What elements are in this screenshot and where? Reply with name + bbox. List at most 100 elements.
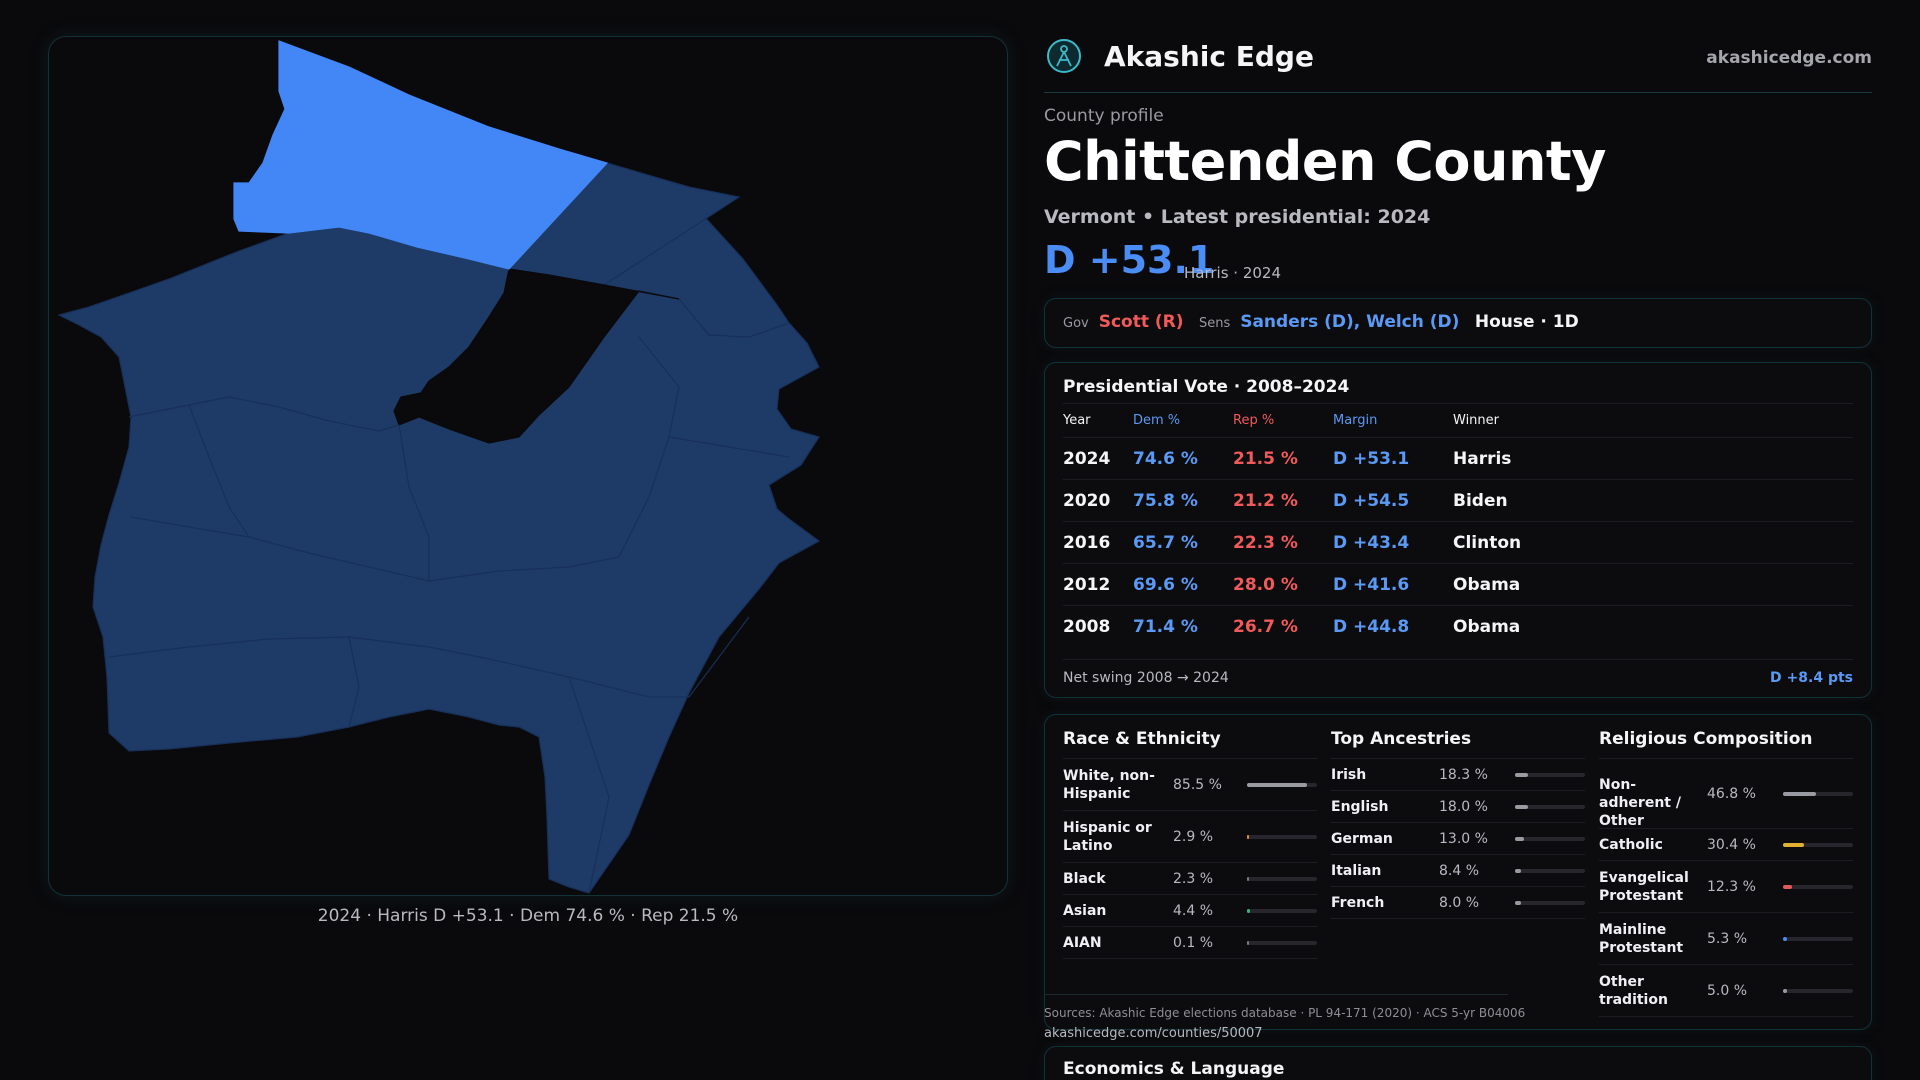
officials-card: Gov Scott (R) Sens Sanders (D), Welch (D) … xyxy=(1044,298,1872,348)
cell-year: 2020 xyxy=(1063,491,1111,511)
demographic-row: Evangelical Protestant 12.3 % xyxy=(1599,861,1853,913)
col-header-winner: Winner xyxy=(1453,413,1500,428)
col-header-year: Year xyxy=(1063,413,1091,428)
col-header-margin: Margin xyxy=(1333,413,1378,428)
cell-winner: Obama xyxy=(1453,617,1521,637)
cell-margin: D +43.4 xyxy=(1333,533,1410,553)
town-border-7 xyxy=(668,436,790,458)
gov-label: Gov xyxy=(1063,316,1089,331)
demographic-bar xyxy=(1247,941,1317,945)
net-swing-value: D +8.4 pts xyxy=(1770,670,1853,686)
town-border-2 xyxy=(130,516,620,582)
governor: Scott (R) xyxy=(1098,312,1184,332)
town-border-4 xyxy=(188,404,250,538)
sources-divider xyxy=(1044,994,1508,995)
demographic-bar-fill xyxy=(1247,909,1251,913)
demographic-value: 2.9 % xyxy=(1173,829,1214,845)
profile-label: County profile xyxy=(1044,106,1164,126)
officials-row: Gov Scott (R) Sens Sanders (D), Welch (D) … xyxy=(1063,312,1589,332)
religion-title: Religious Composition xyxy=(1599,729,1853,759)
demographic-row: Asian 4.4 % xyxy=(1063,895,1317,927)
demographic-label: Asian xyxy=(1063,903,1107,919)
house-delegation: House · 1D xyxy=(1474,312,1579,332)
table-row: 2012 69.6 % 28.0 % D +41.6 Obama xyxy=(1063,563,1853,605)
demographic-bar xyxy=(1783,843,1853,847)
net-swing-row: Net swing 2008 → 2024 D +8.4 pts xyxy=(1063,659,1853,689)
brand-header: Akashic Edge akashicedge.com xyxy=(1044,36,1872,76)
demographic-bar-fill xyxy=(1783,885,1792,889)
table-row: 2020 75.8 % 21.2 % D +54.5 Biden xyxy=(1063,479,1853,521)
town-highlighted[interactable] xyxy=(233,40,609,270)
map-caption: 2024 · Harris D +53.1 · Dem 74.6 % · Rep… xyxy=(317,906,739,926)
demographic-value: 46.8 % xyxy=(1707,786,1756,802)
cell-year: 2016 xyxy=(1063,533,1111,553)
table-header-row: Year Dem % Rep % Margin Winner xyxy=(1063,403,1853,437)
demographic-row: Irish 18.3 % xyxy=(1331,759,1585,791)
akashic-edge-logo-icon xyxy=(1047,39,1081,73)
demographic-bar-fill xyxy=(1515,837,1525,841)
economics-title: Economics & Language xyxy=(1063,1059,1285,1079)
senators: Sanders (D), Welch (D) xyxy=(1240,312,1460,332)
cell-margin: D +44.8 xyxy=(1333,617,1410,637)
brand-site-link[interactable]: akashicedge.com xyxy=(1706,48,1872,68)
demographic-row: Hispanic or Latino 2.9 % xyxy=(1063,811,1317,863)
demographic-label: Evangelical Protestant xyxy=(1599,870,1689,904)
demographic-bar-fill xyxy=(1515,773,1528,777)
cell-year: 2024 xyxy=(1063,449,1111,469)
cell-margin: D +41.6 xyxy=(1333,575,1410,595)
demographic-label: Mainline Protestant xyxy=(1599,922,1684,956)
cell-winner: Biden xyxy=(1453,491,1508,511)
race-title: Race & Ethnicity xyxy=(1063,729,1317,759)
cell-dem: 74.6 % xyxy=(1133,449,1198,469)
demographic-bar-fill xyxy=(1783,843,1805,847)
demographic-bar-fill xyxy=(1247,783,1307,787)
demographic-label: White, non-Hispanic xyxy=(1063,768,1155,802)
demographic-bar-fill xyxy=(1783,937,1787,941)
lake-area xyxy=(393,268,680,444)
sources-text: Sources: Akashic Edge elections database… xyxy=(1044,1006,1526,1020)
demographic-bar xyxy=(1515,869,1585,873)
demographic-row: White, non-Hispanic 85.5 % xyxy=(1063,759,1317,811)
economics-card: Economics & Language xyxy=(1044,1046,1872,1080)
demographic-row: Italian 8.4 % xyxy=(1331,855,1585,887)
demographic-value: 18.0 % xyxy=(1439,799,1488,815)
demographic-value: 8.4 % xyxy=(1439,863,1480,879)
demographic-bar xyxy=(1515,901,1585,905)
demographic-bar-fill xyxy=(1515,901,1521,905)
religion-column: Religious Composition Non-adherent / Oth… xyxy=(1599,729,1853,1017)
town-border-3 xyxy=(108,636,650,698)
demographic-row: German 13.0 % xyxy=(1331,823,1585,855)
latest-margin-note: Harris · 2024 xyxy=(1184,264,1282,282)
demographic-bar xyxy=(1783,989,1853,993)
county-subtitle: Vermont • Latest presidential: 2024 xyxy=(1044,206,1431,228)
presidential-vote-card: Presidential Vote · 2008–2024 Year Dem %… xyxy=(1044,362,1872,698)
demographic-label: Catholic xyxy=(1599,837,1663,853)
town-border-10 xyxy=(649,616,750,698)
cell-dem: 69.6 % xyxy=(1133,575,1198,595)
ancestry-title: Top Ancestries xyxy=(1331,729,1585,759)
demographic-value: 4.4 % xyxy=(1173,903,1214,919)
town-border-9 xyxy=(568,676,610,894)
demographic-value: 30.4 % xyxy=(1707,837,1756,853)
demographic-bar-fill xyxy=(1247,941,1249,945)
county-url-link[interactable]: akashicedge.com/counties/50007 xyxy=(1044,1026,1263,1041)
race-ethnicity-column: Race & Ethnicity White, non-Hispanic 85.5… xyxy=(1063,729,1317,959)
cell-dem: 65.7 % xyxy=(1133,533,1198,553)
demographic-value: 0.1 % xyxy=(1173,935,1214,951)
demographic-value: 2.3 % xyxy=(1173,871,1214,887)
demographic-label: French xyxy=(1331,895,1385,911)
demographic-bar-fill xyxy=(1247,877,1249,881)
county-map-panel[interactable] xyxy=(48,36,1008,896)
cell-rep: 22.3 % xyxy=(1233,533,1298,553)
demographic-label: Black xyxy=(1063,871,1106,887)
county-map[interactable] xyxy=(49,37,1008,896)
cell-dem: 71.4 % xyxy=(1133,617,1198,637)
demographic-bar xyxy=(1515,773,1585,777)
table-row: 2024 74.6 % 21.5 % D +53.1 Harris xyxy=(1063,437,1853,479)
demographic-bar xyxy=(1247,835,1317,839)
town-border-8 xyxy=(348,636,360,728)
demographic-label: Other tradition xyxy=(1599,974,1668,1008)
cell-winner: Clinton xyxy=(1453,533,1522,553)
presidential-title: Presidential Vote · 2008–2024 xyxy=(1063,377,1350,397)
ancestry-column: Top Ancestries Irish 18.3 % English 18.0 % G… xyxy=(1331,729,1585,919)
